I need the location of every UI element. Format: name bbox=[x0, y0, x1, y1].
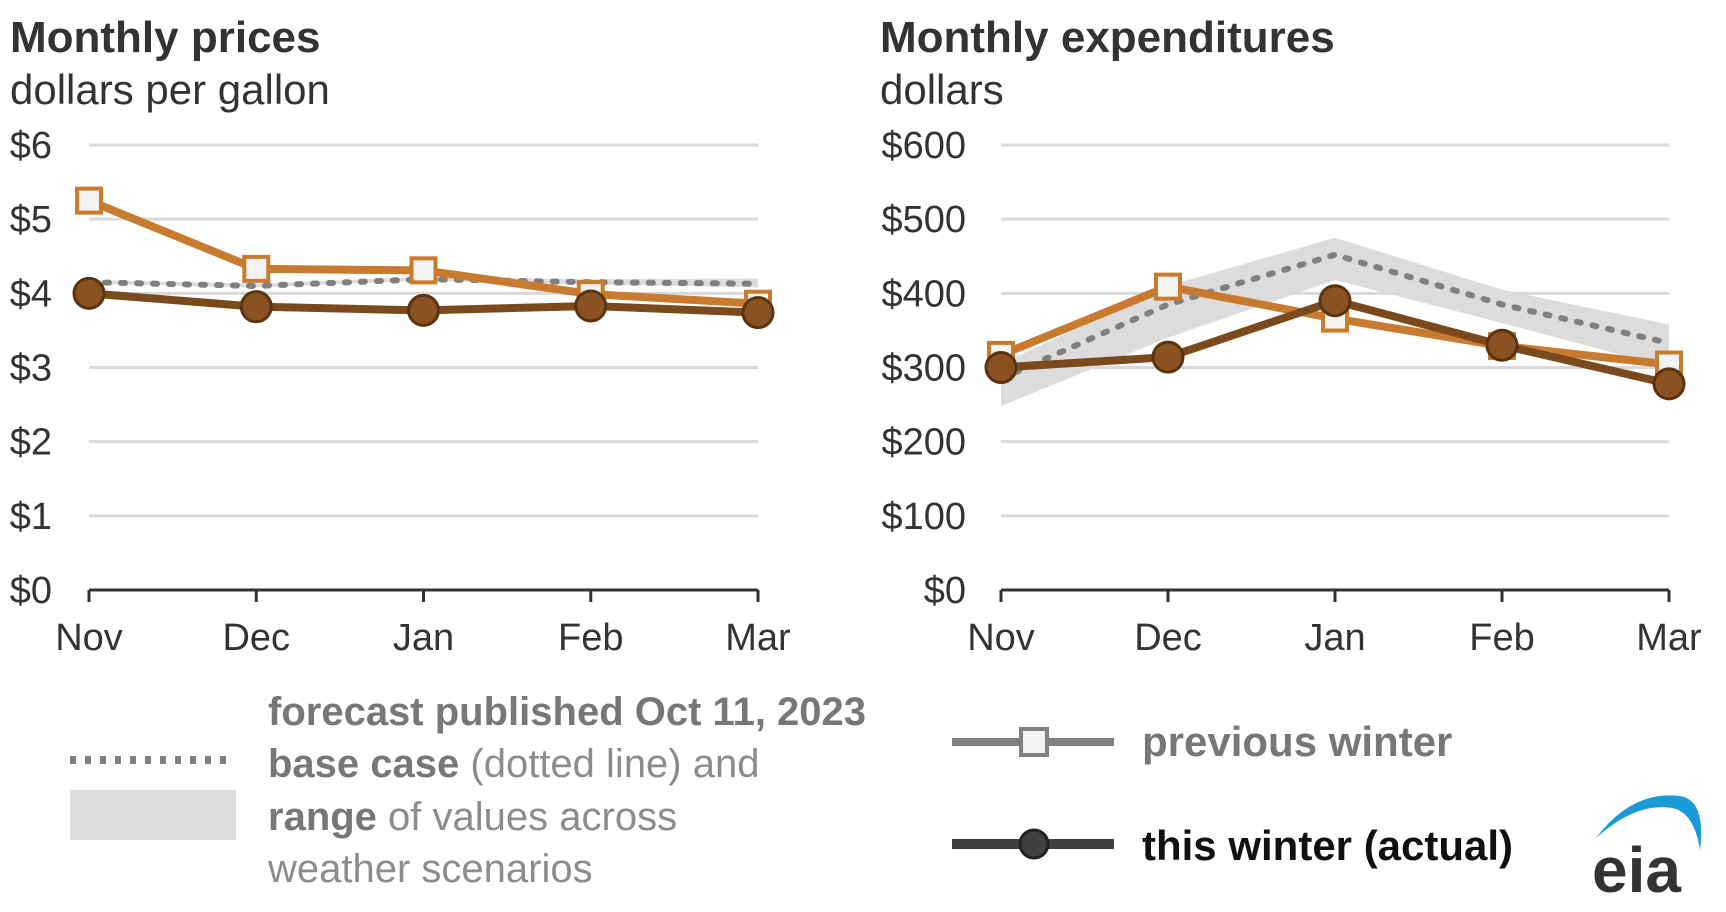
left-chart-subtitle: dollars per gallon bbox=[10, 66, 330, 113]
left-chart-title: Monthly prices bbox=[10, 13, 321, 62]
left-x-tick-label: Mar bbox=[725, 617, 791, 659]
right-y-tick-label: $100 bbox=[881, 496, 966, 538]
legend-base-case-bold: base case bbox=[268, 742, 459, 786]
left-x-tick-label: Jan bbox=[393, 617, 454, 659]
right-this-winter-point bbox=[1652, 367, 1686, 401]
right-x-tick-label: Jan bbox=[1304, 617, 1365, 659]
eia-logo-swoosh bbox=[1596, 795, 1702, 850]
right-chart-plot: $0 $100 $200 $300 $400 $500 $600 Nov Dec Jan Feb Ma… bbox=[881, 125, 1702, 659]
right-chart-title: Monthly expenditures bbox=[880, 13, 1335, 62]
left-chart-plot: $0 $1 $2 $3 $4 $5 $6 Nov Dec Jan Feb Mar bbox=[10, 125, 791, 659]
legend-range-bold: range bbox=[268, 795, 377, 839]
left-range-band bbox=[89, 277, 758, 288]
left-this-winter-point bbox=[72, 276, 106, 310]
left-y-tick-label: $2 bbox=[10, 422, 52, 464]
left-previous-winter-point bbox=[409, 256, 438, 285]
left-previous-winter-line bbox=[87, 196, 759, 308]
left-x-tick-label: Nov bbox=[55, 617, 123, 659]
left-this-winter-point bbox=[239, 290, 273, 324]
legend-this-winter: this winter (actual) bbox=[952, 822, 1513, 869]
legend-range-line3: weather scenarios bbox=[267, 847, 593, 891]
left-previous-winter-point bbox=[242, 254, 271, 283]
right-y-tick-label: $600 bbox=[881, 125, 966, 167]
right-x-tick-label: Mar bbox=[1636, 617, 1702, 659]
eia-logo: eia bbox=[1592, 795, 1702, 906]
left-previous-winter-point bbox=[75, 186, 103, 215]
right-base-case-line bbox=[998, 251, 1672, 382]
left-x-tick-label: Feb bbox=[558, 617, 623, 659]
legend-base-case-rest: (dotted line) and bbox=[459, 742, 759, 786]
eia-logo-text: eia bbox=[1592, 834, 1681, 906]
right-this-winter-point bbox=[1318, 284, 1352, 318]
legend-this-winter-label: this winter (actual) bbox=[1142, 822, 1513, 869]
legend-range-swatch bbox=[70, 790, 236, 840]
legend-forecast: forecast published Oct 11, 2023 base cas… bbox=[70, 690, 866, 891]
legend-previous-winter: previous winter bbox=[952, 718, 1452, 765]
right-chart-subtitle: dollars bbox=[880, 66, 1004, 113]
left-y-tick-label: $6 bbox=[10, 125, 52, 167]
right-y-tick-label: $300 bbox=[881, 348, 966, 390]
right-y-tick-label: $500 bbox=[881, 199, 966, 241]
right-this-winter-point bbox=[1151, 340, 1185, 374]
left-y-tick-label: $1 bbox=[10, 496, 52, 538]
legend-range-text: range of values across bbox=[268, 795, 677, 839]
left-y-tick-label: $4 bbox=[10, 273, 52, 315]
legend-range-rest: of values across bbox=[377, 795, 677, 839]
right-y-tick-label: $200 bbox=[881, 422, 966, 464]
right-previous-winter-point bbox=[1154, 272, 1182, 301]
left-y-tick-label: $5 bbox=[10, 199, 52, 241]
legend-previous-winter-label: previous winter bbox=[1142, 718, 1452, 765]
right-this-winter-point bbox=[1485, 328, 1519, 362]
right-y-tick-label: $400 bbox=[881, 273, 966, 315]
legend-this-winter-marker bbox=[1018, 828, 1050, 860]
right-x-tick-label: Dec bbox=[1134, 617, 1202, 659]
legend-base-case-text: base case (dotted line) and bbox=[268, 742, 759, 786]
left-y-tick-label: $3 bbox=[10, 348, 52, 390]
right-this-winter-point bbox=[984, 351, 1018, 384]
right-x-tick-label: Nov bbox=[967, 617, 1035, 659]
legend-forecast-title: forecast published Oct 11, 2023 bbox=[268, 690, 866, 734]
left-this-winter-point bbox=[574, 289, 608, 323]
left-this-winter-point bbox=[741, 296, 775, 330]
left-this-winter-point bbox=[407, 293, 440, 327]
right-x-tick-label: Feb bbox=[1469, 617, 1534, 659]
left-x-tick-label: Dec bbox=[222, 617, 290, 659]
left-y-tick-label: $0 bbox=[10, 570, 52, 612]
right-y-tick-label: $0 bbox=[924, 570, 966, 612]
legend-previous-winter-marker bbox=[1019, 727, 1049, 757]
